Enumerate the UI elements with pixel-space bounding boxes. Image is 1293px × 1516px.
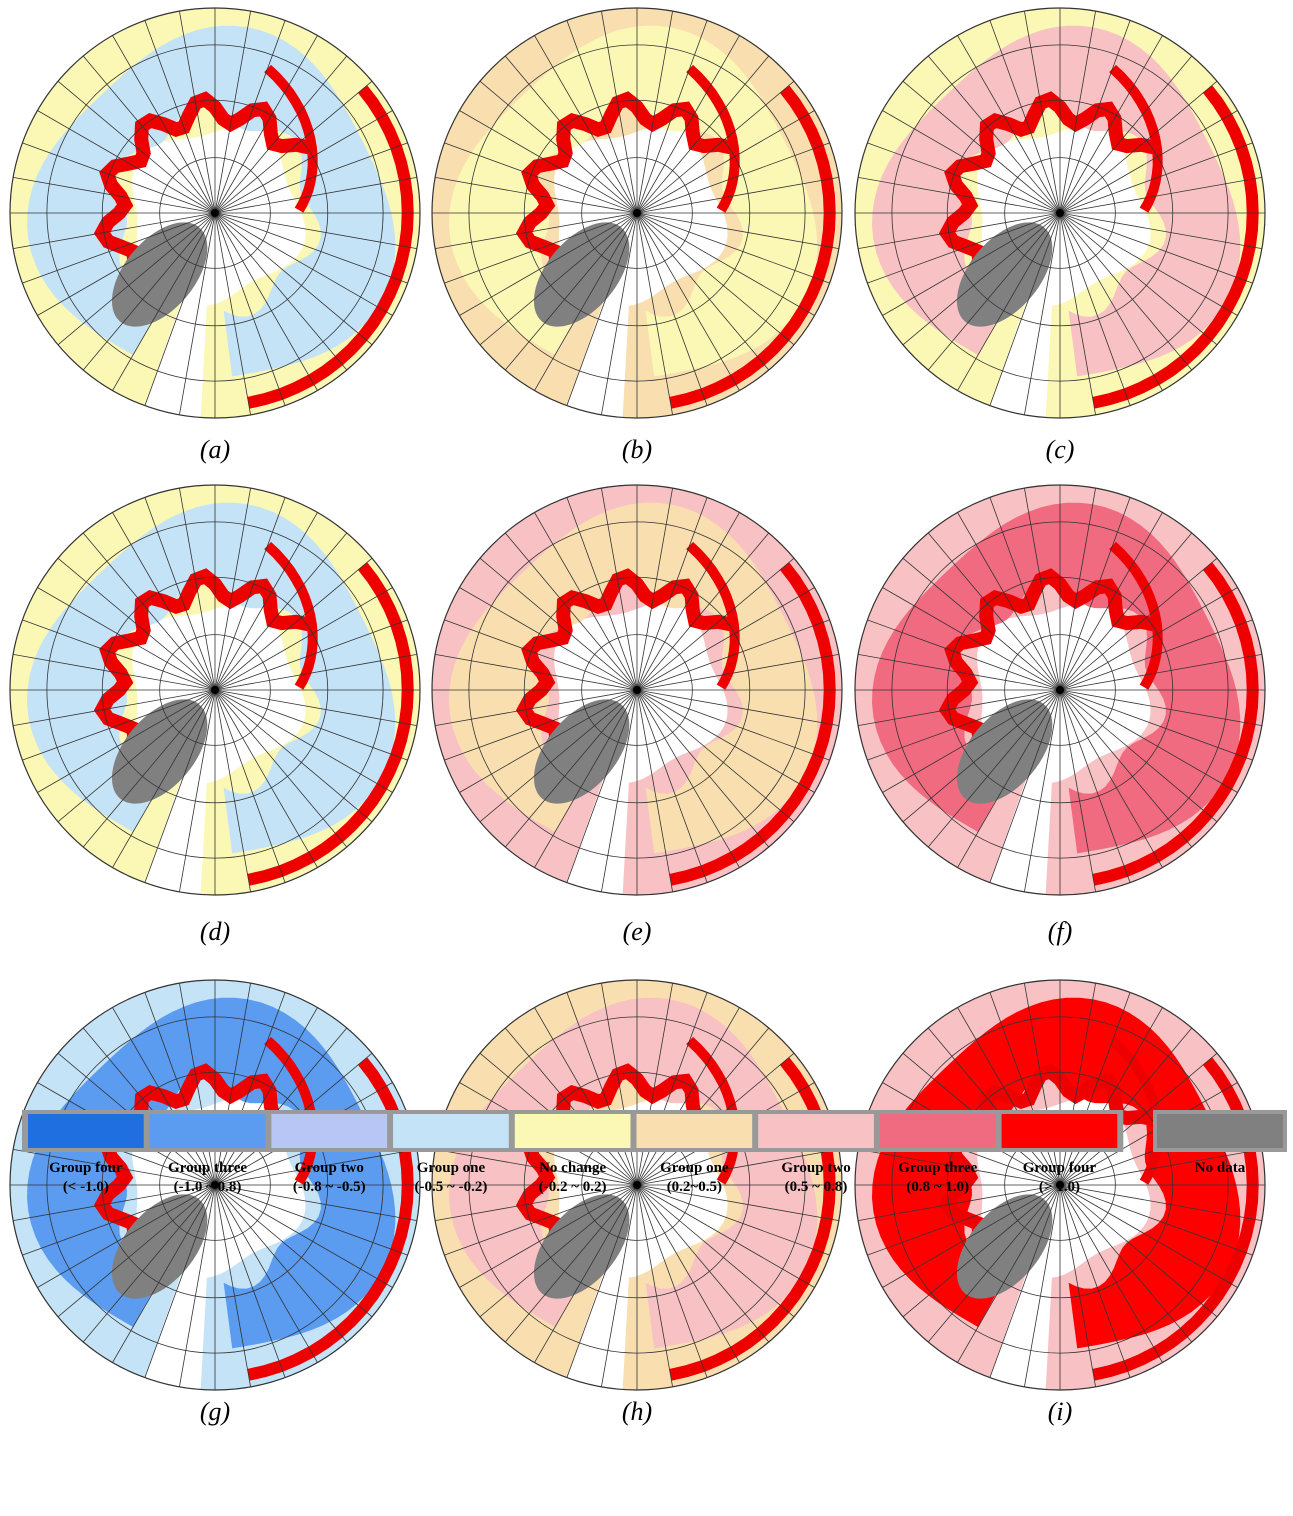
legend-name: Group three (898, 1160, 977, 1176)
legend-swatch (515, 1114, 631, 1148)
pole (633, 209, 641, 217)
legend-range: (-0.8 ~ -0.5) (293, 1179, 366, 1195)
panel-label: (f) (1048, 917, 1073, 946)
legend-name: Group three (168, 1160, 247, 1176)
legend-range: (-1.0 ~ 0.8) (174, 1179, 242, 1195)
legend-range: (-0.2 ~ 0.2) (539, 1179, 607, 1195)
legend-name: Group four (1023, 1160, 1097, 1176)
pole (633, 686, 641, 694)
pole (211, 686, 219, 694)
legend-swatch (393, 1114, 509, 1148)
figure: (a) (b) (c) (d) (e) (f) (g) (h) (i) Group four (< … (0, 0, 1293, 1516)
legend-swatch (150, 1114, 266, 1148)
legend-range: (0.5 ~ 0.8) (785, 1179, 848, 1195)
legend-swatch (758, 1114, 874, 1148)
legend-name: Group two (295, 1160, 364, 1176)
legend-swatch (880, 1114, 996, 1148)
panel-label: (b) (622, 435, 652, 464)
legend-name: Group one (417, 1160, 486, 1176)
legend-name: No change (539, 1160, 606, 1176)
pole (633, 1181, 641, 1189)
panel-label: (e) (623, 917, 652, 946)
legend-name: No data (1195, 1160, 1246, 1176)
legend-swatch (271, 1114, 387, 1148)
legend-name: Group four (49, 1160, 123, 1176)
legend-range: (> 1.0) (1039, 1179, 1080, 1195)
legend-swatch (1157, 1114, 1283, 1148)
legend-name: Group one (660, 1160, 729, 1176)
pole (1056, 209, 1064, 217)
legend-range: (-0.5 ~ -0.2) (415, 1179, 488, 1195)
pole (211, 209, 219, 217)
legend-range: (< -1.0) (63, 1179, 109, 1195)
panel-label: (a) (200, 435, 230, 464)
panel-label: (i) (1048, 1397, 1073, 1426)
pole (1056, 686, 1064, 694)
panel-label: (d) (200, 917, 230, 946)
legend-range: (0.8 ~ 1.0) (906, 1179, 969, 1195)
panel-label: (g) (200, 1397, 230, 1426)
panel-label: (c) (1046, 435, 1075, 464)
legend-range: (0.2~0.5) (667, 1179, 722, 1195)
panel-label: (h) (622, 1397, 652, 1426)
legend-swatch (1002, 1114, 1118, 1148)
legend-name: Group two (781, 1160, 850, 1176)
legend-swatch (637, 1114, 753, 1148)
legend-swatch (28, 1114, 144, 1148)
